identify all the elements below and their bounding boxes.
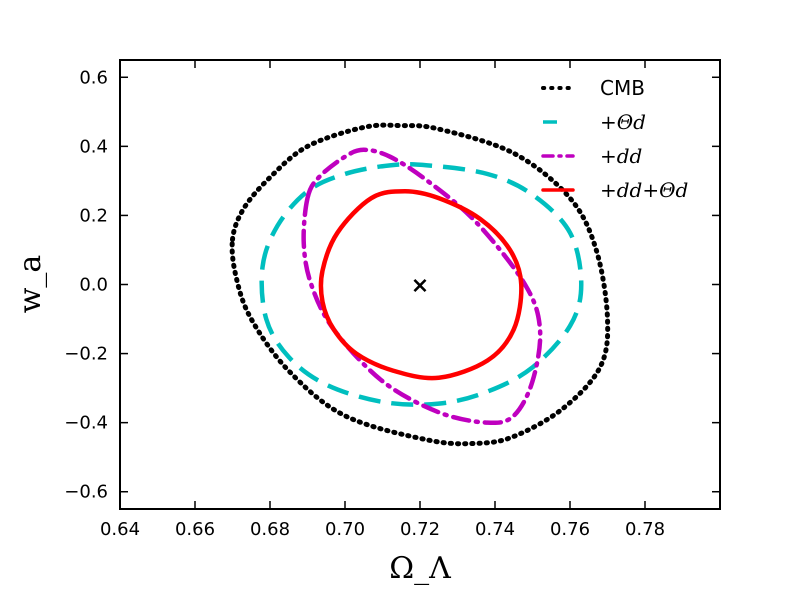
y-tick-label: 0.4 — [79, 136, 108, 157]
y-tick-label: −0.6 — [64, 482, 108, 503]
legend-label-0: CMB — [600, 76, 645, 100]
x-axis-label: Ω_Λ — [389, 551, 451, 586]
x-tick-label: 0.74 — [475, 519, 515, 540]
y-tick-label: 0.6 — [79, 67, 108, 88]
x-tick-label: 0.72 — [400, 519, 440, 540]
x-tick-label: 0.66 — [175, 519, 215, 540]
contour-1 — [259, 162, 584, 407]
contour-3 — [318, 189, 524, 381]
legend-label-1: +Θd — [600, 110, 646, 134]
legend: CMB +Θd +dd +dd+Θd — [541, 76, 688, 202]
y-tick-label: 0.0 — [79, 275, 108, 296]
legend-label-3: +dd+Θd — [600, 178, 688, 202]
axis-ticks: 0.64 0.66 0.68 0.70 0.72 0.74 0.76 0.78 0.6 0.4 0.… — [64, 60, 720, 540]
x-tick-label: 0.70 — [325, 519, 365, 540]
y-axis-label: w_a — [13, 255, 48, 314]
fiducial-marker: × — [411, 274, 429, 299]
y-tick-label: −0.2 — [64, 344, 108, 365]
contour-0 — [229, 122, 611, 447]
y-tick-label: −0.4 — [64, 413, 108, 434]
x-tick-label: 0.78 — [625, 519, 665, 540]
y-tick-label: 0.2 — [79, 205, 108, 226]
legend-label-2: +dd — [600, 144, 642, 168]
x-tick-label: 0.64 — [100, 519, 140, 540]
plot-area: × — [229, 122, 611, 447]
x-tick-label: 0.68 — [250, 519, 290, 540]
x-tick-label: 0.76 — [550, 519, 590, 540]
